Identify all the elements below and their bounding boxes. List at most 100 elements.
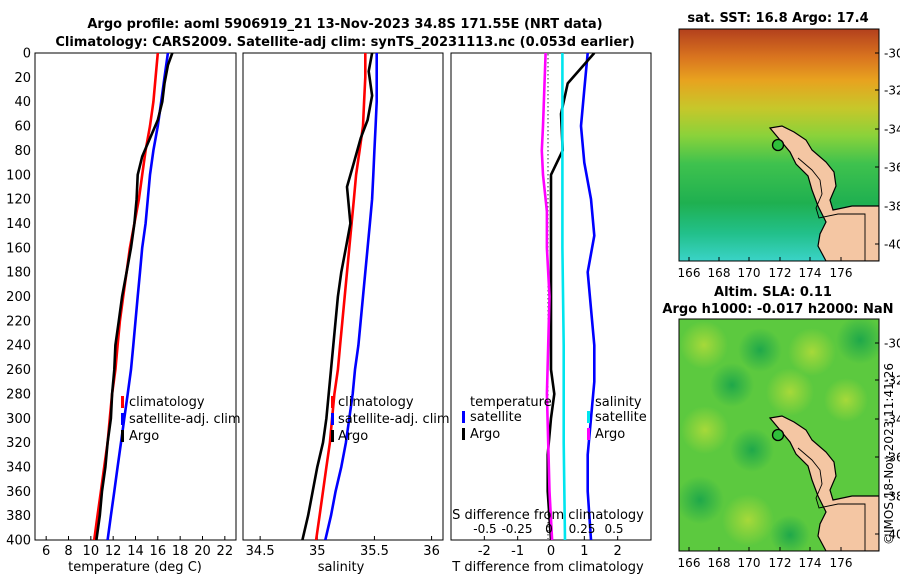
- lat-tick-label: -38: [884, 200, 900, 214]
- s-tick: -0.5: [473, 522, 496, 536]
- sst-map: sat. SST: 16.8 Argo: 17.4 -30-32-34-36-3…: [678, 11, 900, 280]
- x-tick-label: 22: [217, 544, 234, 559]
- series-argo: [301, 53, 374, 540]
- legend-label-climatology: climatology: [129, 395, 205, 410]
- lat-tick-label: -32: [884, 374, 900, 388]
- imos-watermark: ©IMOS 18-Nov-2023 11:41:26: [882, 363, 896, 545]
- x-tick-label: 35: [309, 544, 326, 559]
- depth-tick-label: 100: [6, 168, 31, 183]
- x-tick-label: 2: [614, 544, 622, 559]
- legend-swatch-climatology: [121, 396, 124, 408]
- difference-legend-temperature: temperature satellite Argo: [462, 395, 552, 442]
- legend-swatch-satellite: [121, 413, 124, 425]
- legend-label-satellite: satellite-adj. clim: [338, 412, 450, 427]
- lat-tick-label: -34: [884, 413, 900, 427]
- depth-tick-label: 0: [23, 47, 31, 62]
- x-tick-label: 18: [172, 544, 189, 559]
- sla-map-title-line1: Altim. SLA: 0.11: [714, 285, 832, 300]
- depth-axis: 0 20 40 60 80 100 120 140 160 180 200 220 240 260 280 3…: [6, 47, 39, 549]
- lon-tick-label: 174: [799, 266, 822, 280]
- x-tick-label: 34.5: [246, 544, 275, 559]
- lat-tick-label: -30: [884, 337, 900, 351]
- sst-map-lat-ticks: -30 -32 -34 -36 -38 -40: [875, 47, 900, 252]
- argo-location-marker: [771, 138, 785, 152]
- sst-map-title: sat. SST: 16.8 Argo: 17.4: [687, 11, 868, 26]
- depth-tick-label: 160: [6, 241, 31, 256]
- x-tick-label: 12: [105, 544, 122, 559]
- x-tick-label: 36: [423, 544, 440, 559]
- x-tick-label: 20: [194, 544, 211, 559]
- temperature-panel: 6 8 10 12 14 16 18 20 22 temperature (deg C) cli…: [34, 52, 241, 575]
- legend-swatch-s-satellite: [587, 411, 590, 423]
- depth-tick-label: 300: [6, 412, 31, 427]
- lat-tick-label: -40: [884, 238, 900, 252]
- lon-tick-label: 168: [708, 556, 731, 570]
- difference-lines: [540, 53, 596, 540]
- salinity-lines: [301, 53, 379, 540]
- depth-tick-label: 80: [14, 144, 31, 159]
- x-tick-label: -2: [478, 544, 491, 559]
- x-tick-label: 35.5: [360, 544, 389, 559]
- legend-swatch-t-argo: [462, 428, 465, 440]
- lon-tick-label: 172: [769, 556, 792, 570]
- temperature-xlabel: temperature (deg C): [68, 560, 202, 575]
- difference-xlabel: T difference from climatology: [451, 560, 644, 575]
- s-difference-label: S difference from climatology: [452, 508, 644, 523]
- lon-tick-label: 176: [830, 266, 853, 280]
- x-tick-label: 6: [42, 544, 50, 559]
- lon-tick-label: 174: [799, 556, 822, 570]
- lat-tick-label: -36: [884, 451, 900, 465]
- x-tick-label: 1: [580, 544, 588, 559]
- legend-swatch-t-satellite: [462, 411, 465, 423]
- lon-tick-label: 166: [678, 266, 701, 280]
- lon-tick-label: 168: [708, 266, 731, 280]
- legend-swatch-satellite: [331, 413, 334, 425]
- land-mass: [768, 415, 879, 551]
- sst-map-frame: [678, 28, 880, 262]
- lon-tick-label: 176: [830, 556, 853, 570]
- lon-tick-label: 166: [678, 556, 701, 570]
- depth-tick-label: 120: [6, 193, 31, 208]
- depth-tick-label: 60: [14, 120, 31, 135]
- difference-x-ticks: -2 -1 0 1 2: [478, 536, 622, 559]
- x-tick-label: -1: [511, 544, 524, 559]
- s-difference-ticks: -0.5 -0.25 0 0.25 0.5: [473, 522, 623, 536]
- sla-map: Altim. SLA: 0.11 Argo h1000: -0.017 h200…: [662, 285, 900, 570]
- s-tick: 0: [545, 522, 553, 536]
- legend-label-satellite: satellite-adj. clim: [129, 412, 241, 427]
- depth-tick-label: 40: [14, 95, 31, 110]
- depth-tick-label: 260: [6, 363, 31, 378]
- lon-tick-label: 172: [769, 266, 792, 280]
- depth-tick-label: 360: [6, 485, 31, 500]
- legend-swatch-s-argo: [587, 428, 590, 440]
- difference-legend-salinity: salinity satellite Argo: [587, 395, 647, 442]
- legend-label-s-argo: Argo: [595, 427, 625, 442]
- depth-tick-label: 220: [6, 314, 31, 329]
- temperature-axes-frame: [34, 52, 237, 541]
- lat-tick-label: -38: [884, 490, 900, 504]
- lat-tick-label: -30: [884, 47, 900, 61]
- legend-title-temperature: temperature: [470, 395, 552, 410]
- legend-swatch-climatology: [331, 396, 334, 408]
- sla-map-frame: [678, 318, 880, 552]
- depth-tick-label: 20: [14, 71, 31, 86]
- temperature-x-ticks: 6 8 10 12 14 16 18 20 22: [42, 536, 233, 559]
- sla-map-image: [679, 319, 879, 551]
- salinity-x-ticks: 34.5 35 35.5 36: [246, 536, 440, 559]
- depth-tick-label: 340: [6, 460, 31, 475]
- depth-tick-label: 180: [6, 266, 31, 281]
- sla-map-title-line2: Argo h1000: -0.017 h2000: NaN: [662, 302, 893, 317]
- sla-map-lat-ticks: -30 -32 -34 -36 -38 -40: [875, 337, 900, 542]
- legend-swatch-argo: [331, 430, 334, 442]
- temperature-legend: climatology satellite-adj. clim Argo: [121, 395, 241, 444]
- lat-tick-label: -32: [884, 84, 900, 98]
- difference-panel: -2 -1 0 1 2 T difference from climatology S …: [450, 52, 652, 575]
- depth-tick-label: 380: [6, 509, 31, 524]
- lat-tick-label: -36: [884, 161, 900, 175]
- sst-map-lon-ticks: 166 168 170 172 174 176: [678, 257, 853, 280]
- legend-label-t-argo: Argo: [470, 427, 500, 442]
- s-tick: 0.25: [569, 522, 596, 536]
- legend-label-argo: Argo: [338, 429, 368, 444]
- x-tick-label: 0: [547, 544, 555, 559]
- x-tick-label: 8: [64, 544, 72, 559]
